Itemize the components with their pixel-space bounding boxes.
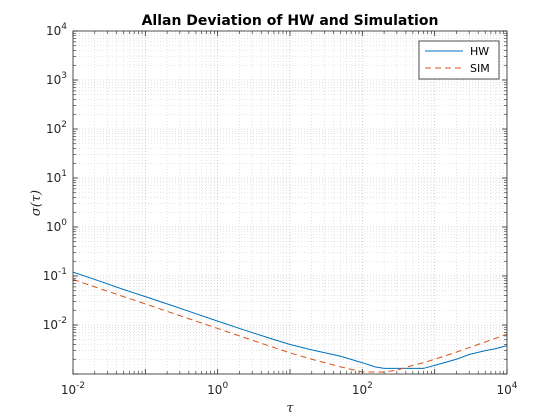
x-tick-label: 104 [496, 381, 517, 397]
y-tick-label: 102 [46, 120, 67, 136]
y-tick-label: 100 [46, 218, 67, 234]
x-tick-label: 100 [207, 381, 228, 397]
chart-title: Allan Deviation of HW and Simulation [142, 13, 439, 29]
series-line-sim [72, 278, 508, 373]
series-line-hw [72, 271, 508, 369]
y-axis-label: σ(τ) [29, 190, 44, 216]
x-tick-label: 10-2 [61, 381, 85, 397]
x-axis-label: τ [286, 401, 294, 416]
y-tick-label: 101 [46, 169, 67, 185]
x-tick-label: 102 [352, 381, 373, 397]
legend-box [418, 40, 500, 80]
series-layer [72, 271, 508, 373]
axis-ticks [72, 30, 508, 375]
legend-label-hw: HW [470, 45, 489, 58]
y-tick-label: 10-2 [43, 316, 67, 332]
y-tick-labels: 10-2 10-1 100 101 102 103 104 [43, 22, 68, 332]
legend: HW SIM [418, 40, 500, 80]
legend-label-sim: SIM [470, 62, 490, 75]
y-tick-label: 10-1 [43, 267, 67, 283]
x-tick-labels: 10-2 100 102 104 [61, 381, 518, 397]
y-tick-label: 104 [46, 22, 67, 38]
y-tick-label: 103 [46, 71, 67, 87]
